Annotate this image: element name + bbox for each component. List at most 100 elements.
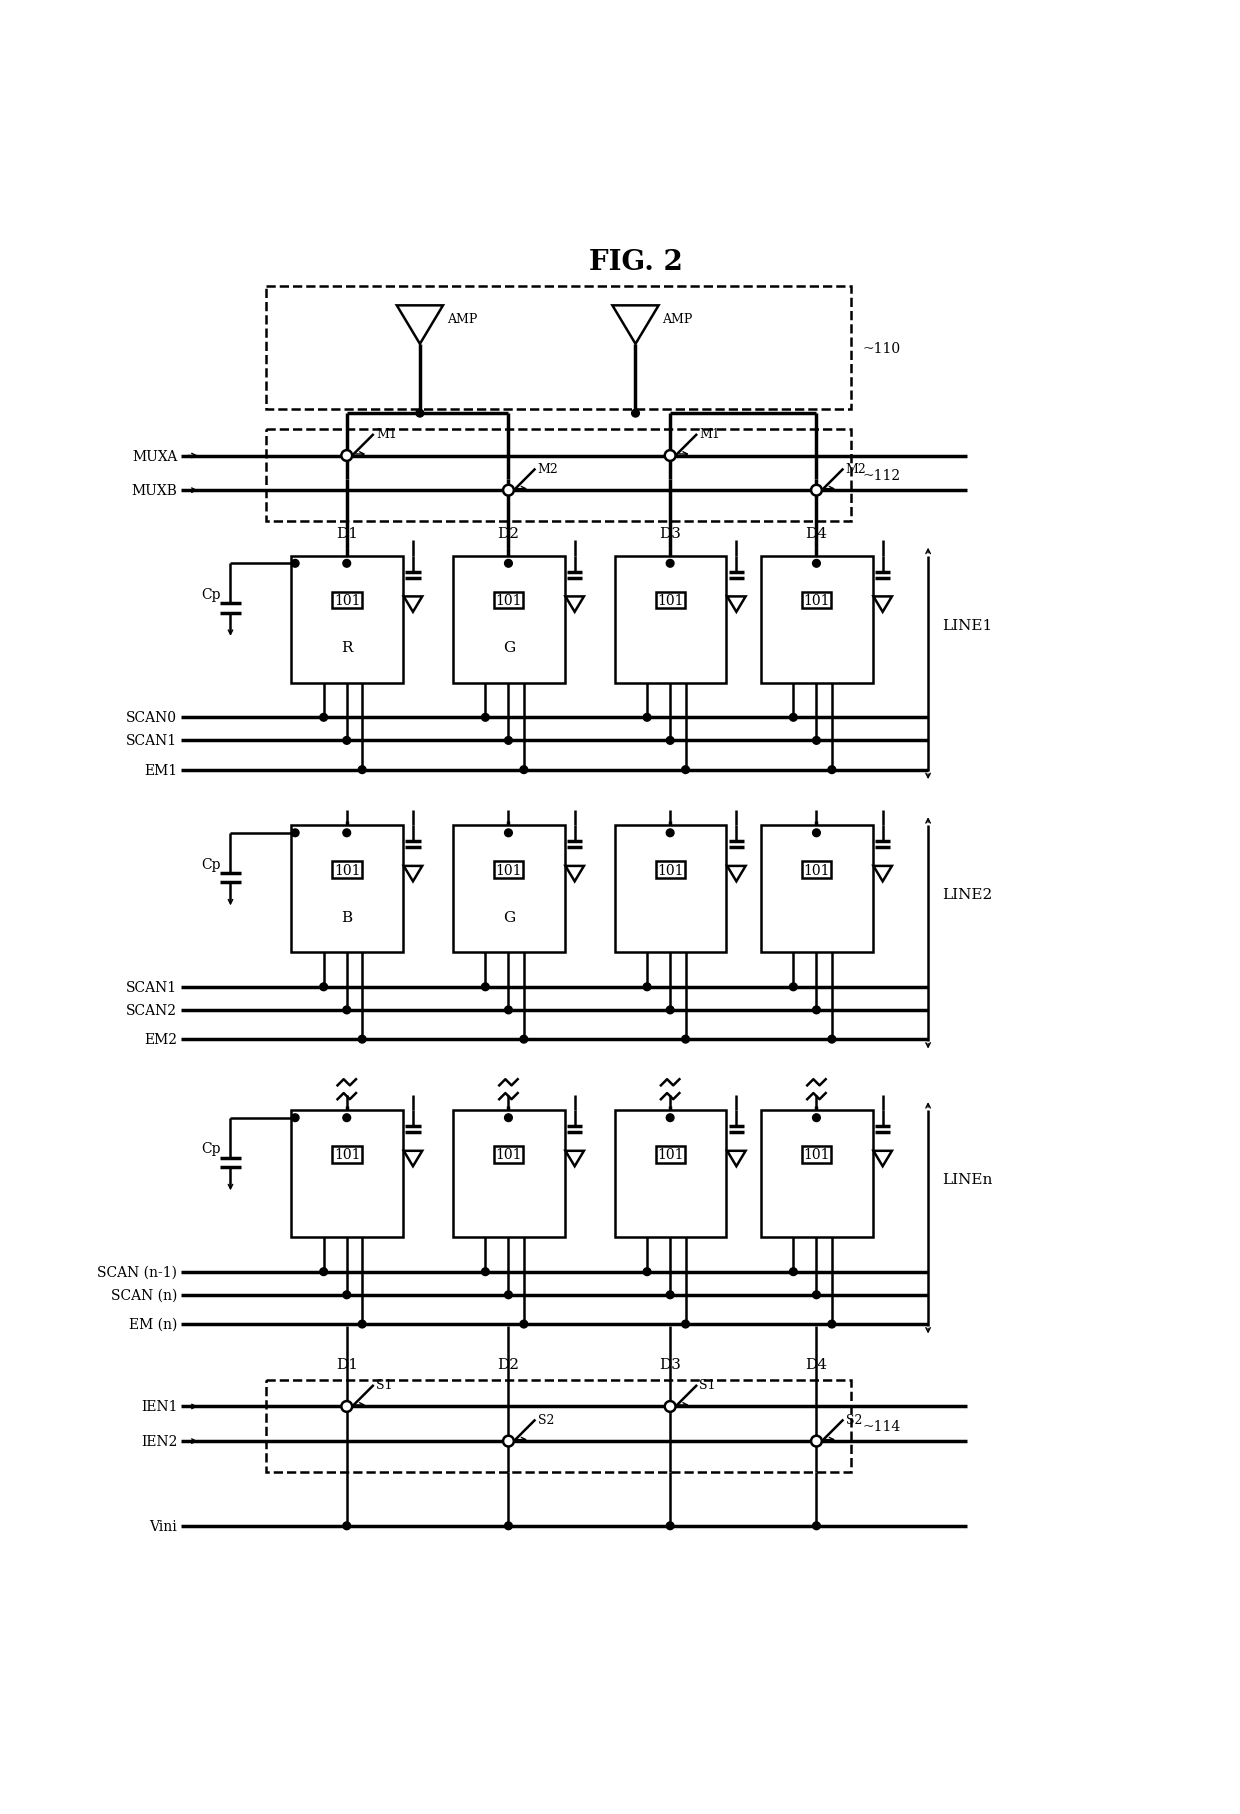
- Text: SCAN1: SCAN1: [126, 980, 177, 994]
- Text: S1: S1: [376, 1379, 393, 1391]
- Text: SCAN2: SCAN2: [126, 1003, 177, 1018]
- Circle shape: [343, 561, 351, 568]
- Circle shape: [828, 1036, 836, 1043]
- Text: AMP: AMP: [662, 312, 693, 327]
- Circle shape: [812, 736, 821, 746]
- Text: Cp: Cp: [202, 1141, 221, 1156]
- Circle shape: [828, 1321, 836, 1328]
- Circle shape: [320, 983, 327, 990]
- Circle shape: [417, 410, 424, 417]
- Circle shape: [644, 983, 651, 990]
- Text: 101: 101: [496, 863, 522, 878]
- Circle shape: [343, 1114, 351, 1121]
- Text: M1: M1: [699, 428, 720, 441]
- Text: M1: M1: [376, 428, 397, 441]
- Circle shape: [682, 1321, 689, 1328]
- Bar: [761, 557, 873, 684]
- Circle shape: [666, 829, 675, 838]
- Text: ~114: ~114: [863, 1419, 901, 1433]
- Circle shape: [812, 1292, 821, 1299]
- Bar: [291, 825, 403, 952]
- Circle shape: [644, 715, 651, 722]
- Bar: [453, 557, 564, 684]
- Text: S2: S2: [538, 1413, 554, 1426]
- Bar: [453, 1110, 564, 1237]
- Text: B: B: [341, 911, 352, 923]
- Text: EM (n): EM (n): [129, 1317, 177, 1331]
- Circle shape: [503, 486, 513, 497]
- Text: 101: 101: [657, 1148, 683, 1161]
- Text: SCAN (n-1): SCAN (n-1): [98, 1264, 177, 1279]
- Text: 101: 101: [496, 1148, 522, 1161]
- Text: 101: 101: [334, 593, 361, 608]
- Bar: [615, 557, 727, 684]
- Circle shape: [343, 829, 351, 838]
- Circle shape: [505, 561, 512, 568]
- Text: 101: 101: [804, 863, 830, 878]
- Circle shape: [811, 486, 822, 497]
- Circle shape: [505, 1007, 512, 1014]
- Text: MUXA: MUXA: [133, 450, 177, 463]
- Text: FIG. 2: FIG. 2: [589, 249, 682, 276]
- Text: S1: S1: [699, 1379, 715, 1391]
- Text: IEN1: IEN1: [141, 1400, 177, 1413]
- Bar: [291, 557, 403, 684]
- Text: 101: 101: [496, 593, 522, 608]
- Circle shape: [291, 561, 299, 568]
- Text: Cp: Cp: [202, 588, 221, 602]
- Circle shape: [503, 1437, 513, 1448]
- Text: EM2: EM2: [144, 1032, 177, 1047]
- Text: D4: D4: [806, 1357, 827, 1371]
- Text: 101: 101: [804, 593, 830, 608]
- Circle shape: [481, 983, 490, 990]
- Text: M2: M2: [846, 463, 867, 475]
- Circle shape: [811, 1437, 822, 1448]
- Text: ~110: ~110: [863, 341, 900, 356]
- Text: 101: 101: [334, 863, 361, 878]
- Circle shape: [358, 1036, 366, 1043]
- Circle shape: [828, 766, 836, 775]
- Circle shape: [812, 1114, 821, 1121]
- Text: D1: D1: [336, 1357, 358, 1371]
- Text: S2: S2: [846, 1413, 862, 1426]
- Circle shape: [505, 829, 512, 838]
- Circle shape: [644, 1268, 651, 1275]
- Text: ~112: ~112: [863, 468, 900, 483]
- Circle shape: [343, 1522, 351, 1529]
- Circle shape: [790, 1268, 797, 1275]
- Circle shape: [812, 561, 821, 568]
- Bar: [265, 430, 851, 522]
- Circle shape: [790, 715, 797, 722]
- Circle shape: [812, 1522, 821, 1529]
- Circle shape: [682, 766, 689, 775]
- Circle shape: [505, 1522, 512, 1529]
- Circle shape: [666, 1522, 675, 1529]
- Circle shape: [505, 1114, 512, 1121]
- Circle shape: [343, 736, 351, 746]
- Circle shape: [666, 736, 675, 746]
- Circle shape: [665, 452, 676, 461]
- Bar: [265, 287, 851, 410]
- Circle shape: [666, 1292, 675, 1299]
- Text: EM1: EM1: [144, 764, 177, 776]
- Bar: [291, 1110, 403, 1237]
- Text: G: G: [502, 640, 515, 655]
- Text: D2: D2: [497, 526, 520, 541]
- Circle shape: [682, 1036, 689, 1043]
- Text: M2: M2: [538, 463, 558, 475]
- Text: IEN2: IEN2: [141, 1435, 177, 1448]
- Circle shape: [666, 561, 675, 568]
- Circle shape: [343, 1292, 351, 1299]
- Circle shape: [320, 715, 327, 722]
- Text: D3: D3: [660, 526, 681, 541]
- Text: D1: D1: [336, 526, 358, 541]
- Circle shape: [790, 983, 797, 990]
- Circle shape: [341, 1400, 352, 1411]
- Bar: [761, 825, 873, 952]
- Text: MUXB: MUXB: [131, 484, 177, 497]
- Text: D4: D4: [806, 526, 827, 541]
- Text: 101: 101: [334, 1148, 361, 1161]
- Circle shape: [812, 1007, 821, 1014]
- Text: LINEn: LINEn: [942, 1172, 992, 1186]
- Text: D3: D3: [660, 1357, 681, 1371]
